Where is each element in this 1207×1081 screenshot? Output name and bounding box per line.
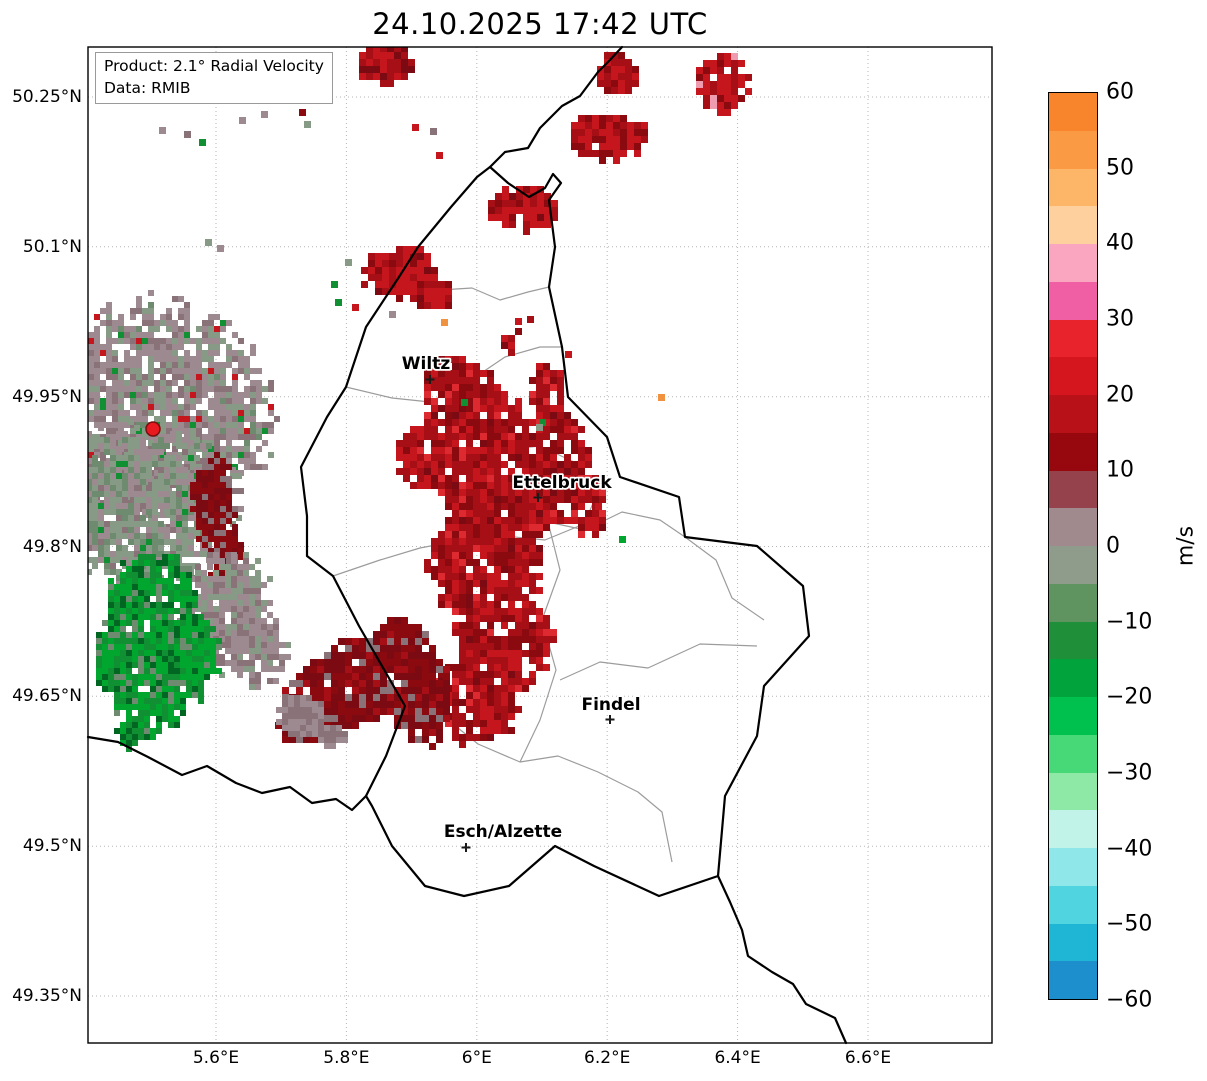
city-label: Findel xyxy=(581,695,640,715)
plus-marker-icon xyxy=(425,375,435,384)
x-axis-tick-label: 6.6°E xyxy=(844,1048,892,1068)
data-source-label: Data: RMIB xyxy=(104,79,191,98)
colorbar-segment xyxy=(1049,810,1097,848)
france-germany-border xyxy=(716,874,848,1045)
colorbar-tick-label: 10 xyxy=(1106,457,1134,483)
colorbar-tick-label: 40 xyxy=(1106,230,1134,256)
product-info-box: Product: 2.1° Radial Velocity Data: RMIB xyxy=(95,52,333,104)
x-axis-tick-label: 6°E xyxy=(461,1048,492,1068)
colorbar-segment xyxy=(1049,961,1097,999)
france-belgium-border xyxy=(86,735,368,812)
colorbar-tick-label: −20 xyxy=(1106,684,1153,710)
colorbar-segment xyxy=(1049,395,1097,433)
y-axis-tick-label: 50.25°N xyxy=(12,87,82,107)
colorbar-segment xyxy=(1049,885,1097,924)
colorbar-segment xyxy=(1049,319,1097,358)
x-axis-tick-label: 5.8°E xyxy=(323,1048,370,1068)
colorbar-segment xyxy=(1049,244,1097,282)
colorbar-segment xyxy=(1049,621,1097,660)
colorbar-segment xyxy=(1049,734,1097,773)
x-axis-tick-label: 6.4°E xyxy=(714,1048,761,1068)
x-axis-tick-label: 5.6°E xyxy=(192,1048,240,1068)
plus-marker-icon xyxy=(605,715,615,724)
colorbar-tick-label: 0 xyxy=(1106,533,1120,559)
y-axis-tick-label: 49.35°N xyxy=(12,986,82,1006)
colorbar-segment xyxy=(1049,508,1097,546)
colorbar xyxy=(1048,92,1098,1000)
radar-site-marker xyxy=(145,421,161,437)
colorbar-segment xyxy=(1049,546,1097,584)
figure-title: 24.10.2025 17:42 UTC xyxy=(372,7,708,41)
colorbar-segment xyxy=(1049,432,1097,471)
y-axis-tick-label: 50.1°N xyxy=(22,236,82,257)
colorbar-segment xyxy=(1049,583,1097,622)
radar-echo-field xyxy=(88,47,752,752)
city-ettelbruck: Ettelbruck xyxy=(511,471,614,502)
colorbar-segment xyxy=(1049,168,1097,207)
colorbar-segment xyxy=(1049,659,1097,697)
colorbar-tick-label: 20 xyxy=(1106,382,1134,408)
belgium-germany-border xyxy=(488,45,624,169)
city-esch-alzette: Esch/Alzette xyxy=(442,820,564,852)
y-axis-tick-label: 49.95°N xyxy=(12,386,82,407)
colorbar-segment xyxy=(1049,206,1097,244)
y-axis-tick-label: 49.8°N xyxy=(22,536,82,557)
luxembourg-border xyxy=(299,165,811,898)
colorbar-segment xyxy=(1049,923,1097,962)
plot-frame xyxy=(87,46,993,1044)
product-label: Product: 2.1° Radial Velocity xyxy=(104,57,324,75)
x-axis-tick-label: 6.2°E xyxy=(584,1048,631,1068)
plus-marker-icon xyxy=(533,493,543,502)
city-wiltz: Wiltz xyxy=(400,352,452,384)
colorbar-tick-label: 30 xyxy=(1106,306,1134,332)
city-label: Wiltz xyxy=(402,354,451,374)
colorbar-segment xyxy=(1049,130,1097,169)
colorbar-tick-label: −30 xyxy=(1106,760,1153,786)
colorbar-tick-label: −10 xyxy=(1106,609,1153,635)
country-borders xyxy=(86,45,848,1045)
plus-marker-icon xyxy=(461,843,471,852)
city-markers: Wiltz Ettelbruck Findel Esch/Alzette xyxy=(400,352,642,852)
colorbar-unit-label: m/s xyxy=(1173,525,1199,567)
colorbar-tick-label: 50 xyxy=(1106,155,1134,181)
city-findel: Findel xyxy=(580,693,642,724)
colorbar-segment xyxy=(1049,470,1097,509)
colorbar-gradient xyxy=(1049,93,1097,999)
city-label: Esch/Alzette xyxy=(444,822,562,842)
colorbar-tick-label: −60 xyxy=(1106,987,1153,1013)
city-label: Ettelbruck xyxy=(512,473,612,493)
y-axis-tick-label: 49.5°N xyxy=(22,836,82,857)
colorbar-segment xyxy=(1049,697,1097,735)
y-axis-tick-label: 49.65°N xyxy=(12,686,82,707)
colorbar-segment xyxy=(1049,93,1097,131)
colorbar-segment xyxy=(1049,772,1097,811)
colorbar-tick-label: −50 xyxy=(1106,911,1153,937)
colorbar-segment xyxy=(1049,281,1097,320)
colorbar-tick-label: −40 xyxy=(1106,836,1153,862)
colorbar-segment xyxy=(1049,848,1097,886)
colorbar-segment xyxy=(1049,357,1097,395)
colorbar-tick-label: 60 xyxy=(1106,79,1134,105)
